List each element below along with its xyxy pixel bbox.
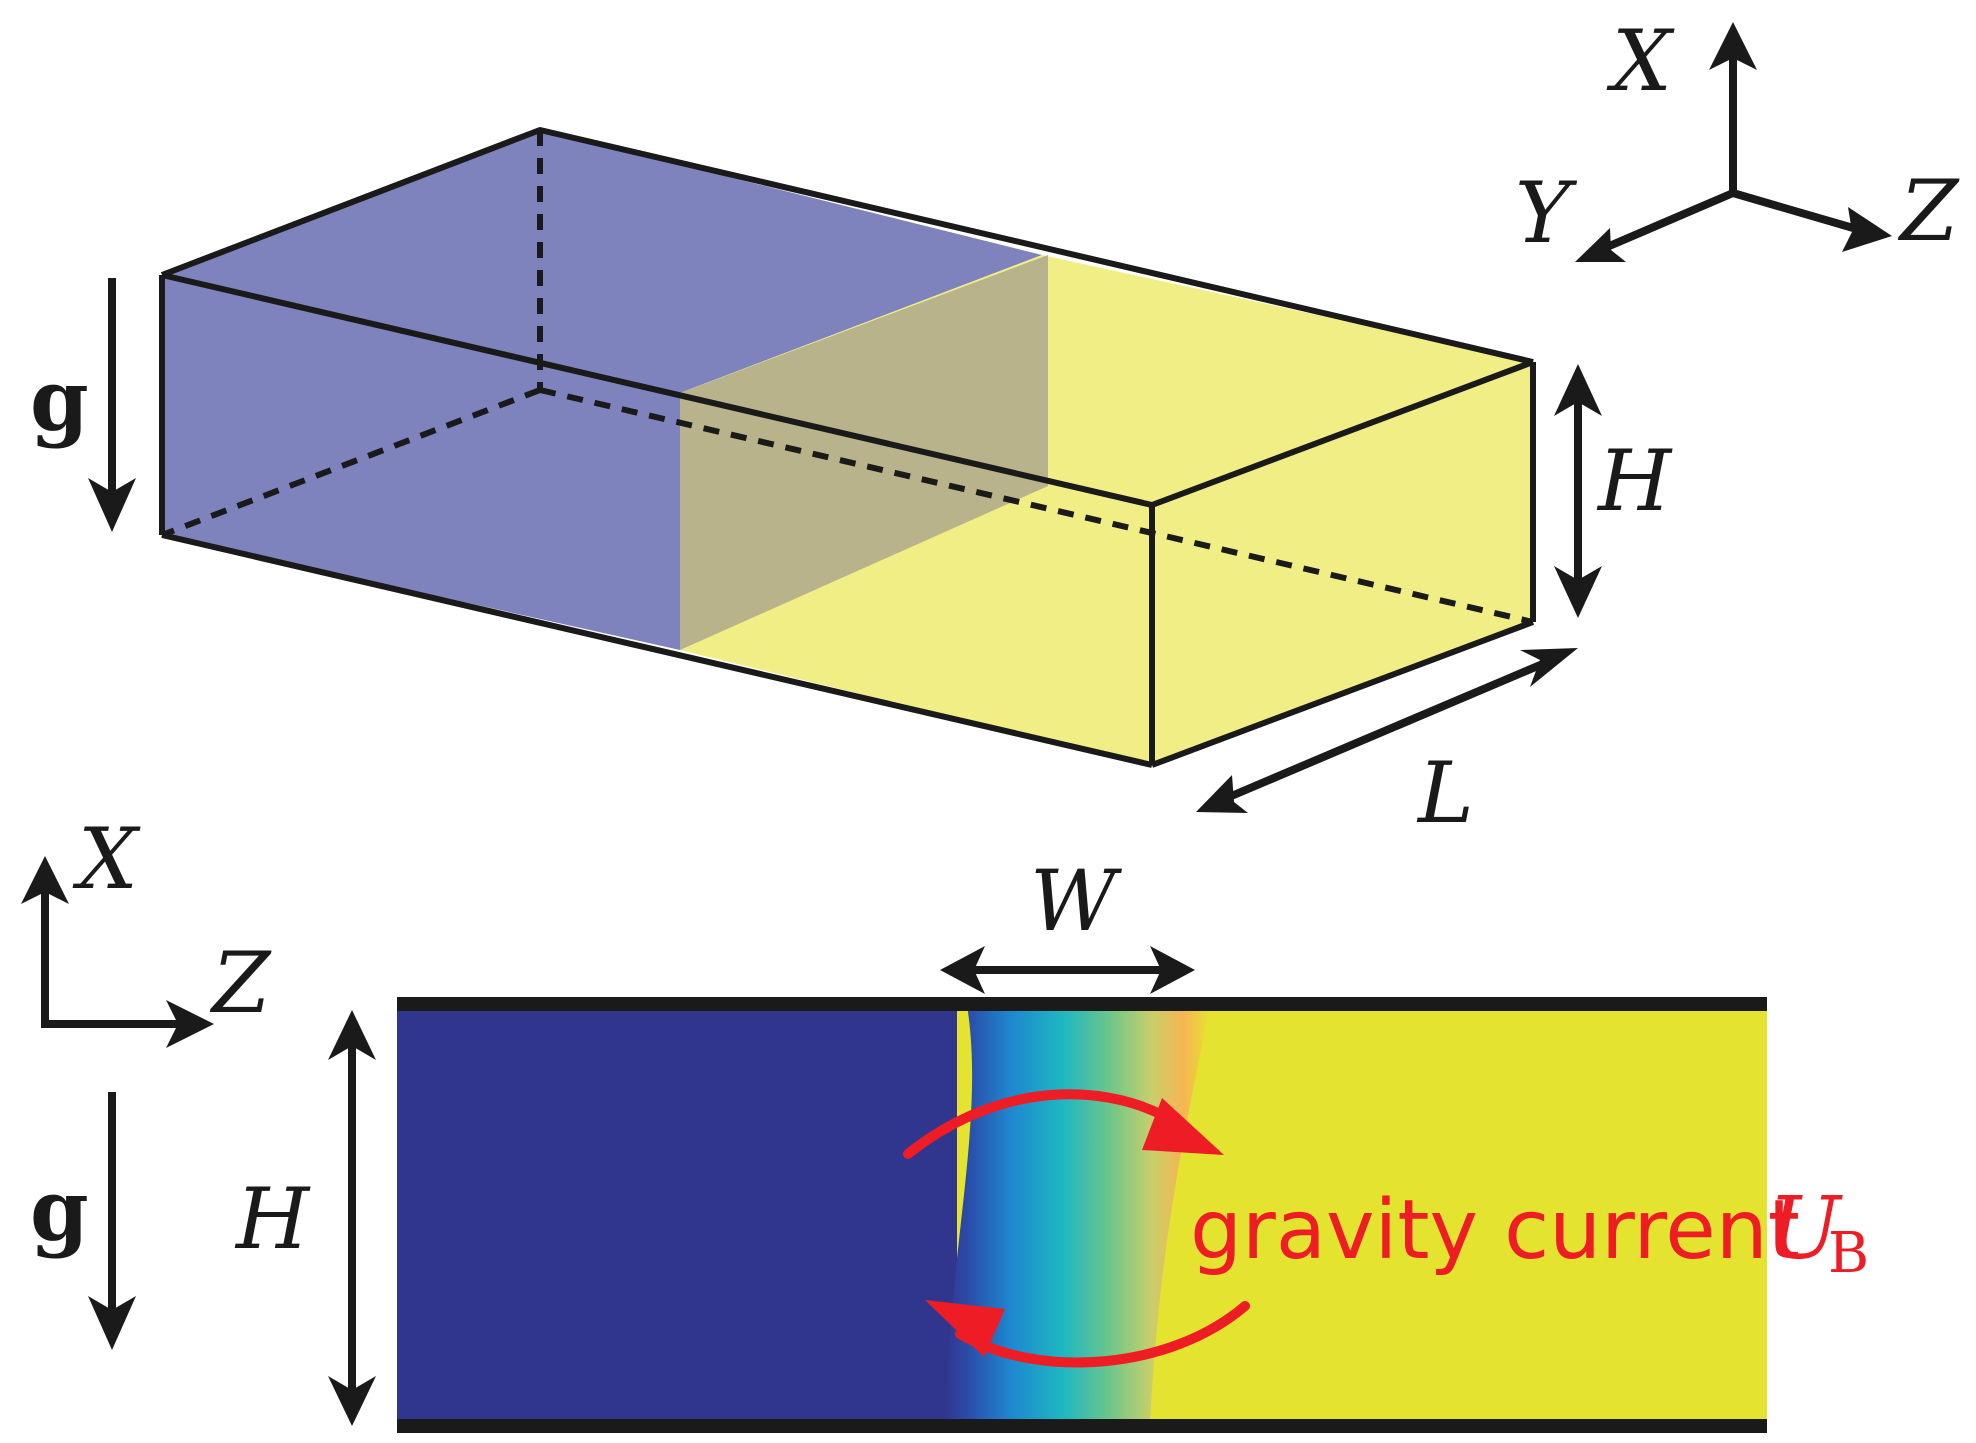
- box-3d: [159, 127, 1536, 768]
- width-dimension: W: [940, 852, 1195, 994]
- gravity-arrow-bottom: g: [30, 1092, 136, 1350]
- gravity-label-top: g: [30, 351, 89, 450]
- velocity-subscript: B: [1828, 1221, 1869, 1286]
- top-wall: [397, 997, 1767, 1011]
- gravity-label-bottom: g: [30, 1161, 89, 1260]
- gravity-arrow-top: g: [30, 278, 136, 532]
- height-dimension-bottom: H: [234, 1010, 376, 1426]
- axes-triad-3d-heads: [1575, 22, 1892, 262]
- axis-x-label-3d: X: [1606, 12, 1675, 110]
- axes-2d: X Z: [21, 810, 272, 1048]
- velocity-symbol: U: [1768, 1179, 1843, 1279]
- current-text: gravity current: [1190, 1183, 1800, 1278]
- circulation-arrowheads: [925, 1098, 1224, 1357]
- height-label-top: H: [1596, 432, 1673, 530]
- axis-y-label-3d: Y: [1515, 164, 1578, 262]
- gravity-current-label: gravity current U B: [1190, 1179, 1869, 1286]
- circulation-arrows: [903, 1089, 1250, 1368]
- axis-z-label-2d: Z: [209, 934, 272, 1032]
- axis-z-label-3d: Z: [1897, 162, 1960, 260]
- interface-plane: [680, 255, 1048, 650]
- height-dimension-top: H: [1554, 364, 1673, 618]
- length-label: L: [1416, 744, 1474, 842]
- axes-triad-3d: [1598, 55, 1862, 254]
- slice-field: [397, 997, 1767, 1433]
- bottom-wall: [397, 1419, 1767, 1433]
- height-label-bottom: H: [234, 1170, 311, 1268]
- hidden-edges: [160, 130, 1534, 625]
- length-dimension: L: [1196, 648, 1578, 842]
- light-fluid-region: [162, 130, 1042, 650]
- visible-edges: [159, 127, 1536, 768]
- width-label: W: [1030, 852, 1123, 950]
- axis-x-label-2d: X: [72, 810, 141, 908]
